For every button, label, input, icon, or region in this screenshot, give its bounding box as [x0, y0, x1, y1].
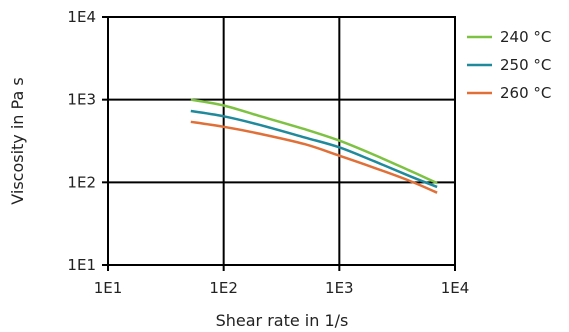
series-line-2: [190, 109, 438, 189]
x-axis-title: Shear rate in 1/s: [216, 311, 349, 330]
y-axis-title: Viscosity in Pa s: [8, 77, 27, 204]
x-tick-label: 1E3: [325, 279, 354, 297]
y-tick-label: 1E4: [67, 8, 96, 26]
y-tick-label: 1E3: [67, 91, 96, 109]
legend-label-1: 240 °C: [500, 28, 551, 46]
plot-frame: [107, 16, 456, 266]
x-tick-label: 1E1: [94, 279, 123, 297]
series-line-1: [190, 98, 438, 185]
y-tick-label: 1E2: [67, 173, 96, 191]
y-tick-label: 1E1: [67, 256, 96, 274]
x-tick-label: 1E2: [209, 279, 238, 297]
x-tick-label: 1E4: [441, 279, 470, 297]
tick-labels: 1E1 1E2 1E3 1E4 1E1 1E2 1E3 1E4: [67, 8, 469, 297]
legend: 240 °C 250 °C 260 °C: [467, 28, 551, 102]
series-lines: [190, 98, 438, 194]
grid: [102, 16, 456, 271]
legend-label-3: 260 °C: [500, 84, 551, 102]
legend-label-2: 250 °C: [500, 56, 551, 74]
series-line-3: [190, 120, 438, 194]
